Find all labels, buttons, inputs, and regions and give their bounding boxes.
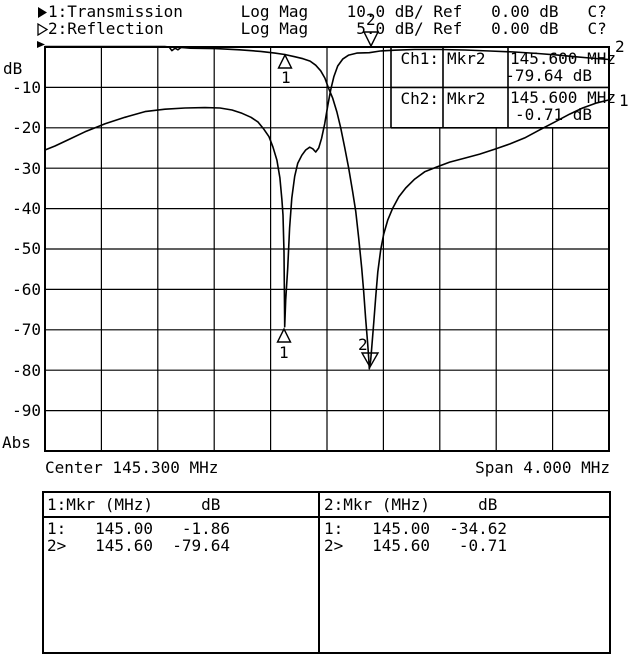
channel1-settings-line: 1:Transmission Log Mag 10.0 dB/ Ref 0.00… bbox=[48, 2, 607, 21]
marker-table-row: 2> 145.60 -79.64 bbox=[47, 536, 231, 555]
marker-table-row: 1: 145.00 -1.86 bbox=[47, 519, 231, 538]
channel1-active-arrow-icon bbox=[38, 7, 47, 18]
readout-ch1-value: -79.64 dB bbox=[505, 66, 592, 85]
marker-table-row: 2> 145.60 -0.71 bbox=[324, 536, 508, 555]
y-tick-label: -10 bbox=[12, 78, 41, 97]
y-tick-label: -70 bbox=[12, 320, 41, 339]
readout-ch2-frequency: 145.600 MHz bbox=[510, 88, 616, 107]
channel2-settings-line: 2:Reflection Log Mag 5.0 dB/ Ref 0.00 dB… bbox=[48, 19, 607, 38]
readout-ch1-channel: Ch1: bbox=[400, 49, 439, 68]
center-frequency-label: Center 145.300 MHz bbox=[45, 458, 219, 477]
channel2-inactive-arrow-icon bbox=[37, 22, 49, 37]
marker-table-ch2-header: 2:Mkr (MHz) dB bbox=[324, 495, 498, 514]
y-tick-label: -30 bbox=[12, 159, 41, 178]
trace1-end-label: 1 bbox=[619, 91, 629, 110]
marker1-trace1-label: 1 bbox=[281, 68, 291, 87]
marker1-trace1-icon bbox=[277, 53, 293, 69]
trace2-end-label: 2 bbox=[615, 37, 625, 56]
marker-table-row: 1: 145.00 -34.62 bbox=[324, 519, 508, 538]
readout-ch2-value: -0.71 dB bbox=[514, 105, 592, 124]
y-tick-label: -40 bbox=[12, 199, 41, 218]
marker-table: 1:Mkr (MHz) dB 1: 145.00 -1.86 2> 145.60… bbox=[42, 491, 611, 654]
marker-table-divider bbox=[318, 493, 320, 652]
marker2-trace1-icon bbox=[360, 352, 380, 369]
marker2-trace1-label: 2 bbox=[358, 335, 368, 354]
readout-ch2-marker: Mkr2 bbox=[447, 89, 486, 108]
y-tick-label: -90 bbox=[12, 401, 41, 420]
readout-ch1-marker: Mkr2 bbox=[447, 49, 486, 68]
marker2-trace2-label: 2 bbox=[366, 10, 376, 29]
ref-position-arrow-icon bbox=[37, 41, 45, 48]
y-tick-label: -80 bbox=[12, 361, 41, 380]
y-tick-label: -60 bbox=[12, 280, 41, 299]
marker-table-ch1-header: 1:Mkr (MHz) dB bbox=[47, 495, 221, 514]
y-axis-unit-label: dB bbox=[3, 59, 23, 78]
readout-ch2-channel: Ch2: bbox=[400, 89, 439, 108]
y-tick-label: -20 bbox=[12, 118, 41, 137]
marker1-trace2-label: 1 bbox=[279, 343, 289, 362]
readout-ch1-frequency: 145.600 MHz bbox=[510, 49, 616, 68]
marker-table-header-rule bbox=[44, 516, 609, 518]
marker1-trace2-icon bbox=[276, 327, 292, 343]
y-axis-abs-label: Abs bbox=[2, 433, 31, 452]
y-tick-label: -50 bbox=[12, 239, 41, 258]
span-frequency-label: Span 4.000 MHz bbox=[475, 458, 610, 477]
